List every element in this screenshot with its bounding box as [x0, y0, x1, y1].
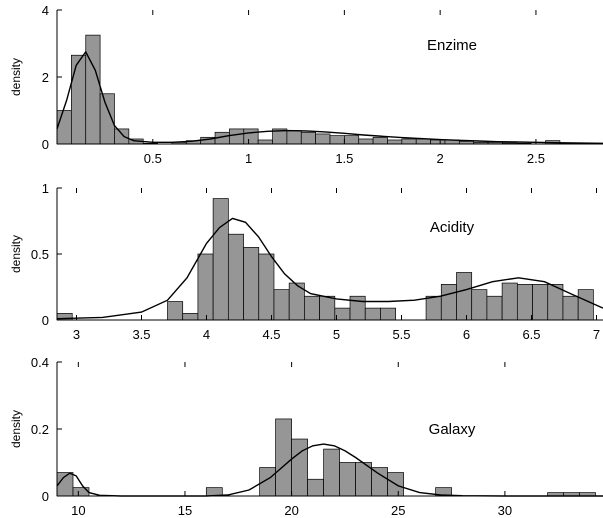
- x-tick-label: 7: [593, 327, 600, 342]
- histogram-bar: [358, 138, 374, 145]
- x-tick-label: 2.5: [527, 151, 545, 166]
- y-tick-label: 0.4: [31, 355, 49, 370]
- histogram-bar: [258, 253, 275, 321]
- histogram-bar: [85, 34, 101, 145]
- x-tick-label: 25: [391, 503, 405, 518]
- histogram-bar: [212, 198, 229, 321]
- histogram-bar: [387, 139, 403, 145]
- histogram-bar: [334, 307, 351, 321]
- histogram-bar: [286, 130, 302, 145]
- y-tick-label: 0: [42, 489, 49, 504]
- histogram-bar: [339, 462, 356, 497]
- histogram-bar: [562, 295, 579, 321]
- histogram-bar: [344, 135, 360, 145]
- panel-title: Acidity: [430, 219, 475, 236]
- y-tick-label: 1: [42, 181, 49, 196]
- histogram-bar: [304, 295, 320, 321]
- histogram-bar: [372, 136, 388, 145]
- histogram-bar: [577, 289, 594, 321]
- histogram-bar: [456, 272, 473, 321]
- histogram-bar: [197, 253, 214, 321]
- y-axis-label: density: [9, 235, 23, 273]
- panel-galaxy: 10 15 20 25 30 0 0.2 0.4 density Galaxy: [9, 355, 603, 518]
- histogram-bar: [486, 295, 503, 321]
- x-tick-label: 1.5: [335, 151, 353, 166]
- x-tick-label: 3.5: [132, 327, 150, 342]
- histogram-bar: [243, 128, 259, 145]
- x-tick-label: 3: [73, 327, 80, 342]
- y-tick-label: 2: [42, 70, 49, 85]
- density-curve: [56, 217, 603, 320]
- histogram-bar: [401, 138, 417, 145]
- y-axis-label: density: [9, 58, 23, 96]
- histogram-bar: [71, 54, 87, 145]
- histogram-bar: [300, 131, 316, 145]
- y-tick-label: 0.2: [31, 422, 49, 437]
- x-tick-label: 20: [284, 503, 298, 518]
- panel-acidity: 3 3.5 4 4.5 5 5.5 6 6.5 7 0 0.5 1 density Acidity: [9, 181, 603, 342]
- histogram-bar: [501, 282, 518, 321]
- panel-title: Galaxy: [429, 421, 476, 438]
- histogram-bar: [243, 247, 260, 321]
- histogram-bar: [167, 301, 184, 321]
- histogram-bar: [532, 284, 549, 321]
- histogram-bar: [307, 478, 324, 497]
- panel-title: Enzime: [427, 37, 477, 54]
- x-tick-label: 6.5: [522, 327, 540, 342]
- y-tick-label: 0.5: [31, 247, 49, 262]
- y-axis-label: density: [9, 410, 23, 448]
- panel-enzime: 0.5 1 1.5 2 2.5 0 2 4 density Enzime: [9, 3, 603, 166]
- histogram-bar: [329, 135, 345, 145]
- x-tick-label: 1: [245, 151, 252, 166]
- histogram-bar: [227, 233, 244, 321]
- x-tick-label: 30: [498, 503, 512, 518]
- histogram-bar: [371, 467, 388, 497]
- histogram-bar: [364, 307, 381, 321]
- y-tick-label: 4: [42, 3, 49, 18]
- histogram-bar: [257, 139, 273, 145]
- x-tick-label: 5: [333, 327, 340, 342]
- histogram-bar: [315, 133, 331, 145]
- histogram-bar: [229, 128, 245, 145]
- density-curve: [56, 50, 603, 144]
- x-tick-label: 4: [203, 327, 210, 342]
- y-tick-label: 0: [42, 137, 49, 152]
- x-tick-label: 2: [437, 151, 444, 166]
- x-tick-label: 4.5: [262, 327, 280, 342]
- histogram-bar: [415, 138, 431, 145]
- histogram-bar: [72, 487, 90, 497]
- histogram-bar: [182, 313, 199, 321]
- histogram-bar: [516, 284, 533, 321]
- x-tick-label: 10: [71, 503, 85, 518]
- histogram-bar: [291, 438, 308, 497]
- histogram-bar: [319, 295, 336, 321]
- x-tick-label: 5.5: [392, 327, 410, 342]
- histogram-bar: [273, 289, 290, 321]
- x-tick-label: 6: [463, 327, 470, 342]
- histogram-bar: [323, 448, 340, 497]
- x-tick-label: 15: [178, 503, 192, 518]
- histogram-bar: [425, 295, 442, 321]
- histogram-bar: [471, 289, 488, 321]
- histogram-bar: [380, 307, 397, 321]
- histogram-bar: [275, 418, 292, 497]
- histogram-bar: [430, 139, 446, 145]
- x-tick-label: 0.5: [144, 151, 162, 166]
- density-curve: [56, 443, 603, 497]
- histogram-bar: [440, 284, 457, 321]
- y-tick-label: 0: [42, 313, 49, 328]
- histogram-bar: [114, 128, 130, 145]
- histogram-bar: [56, 110, 72, 145]
